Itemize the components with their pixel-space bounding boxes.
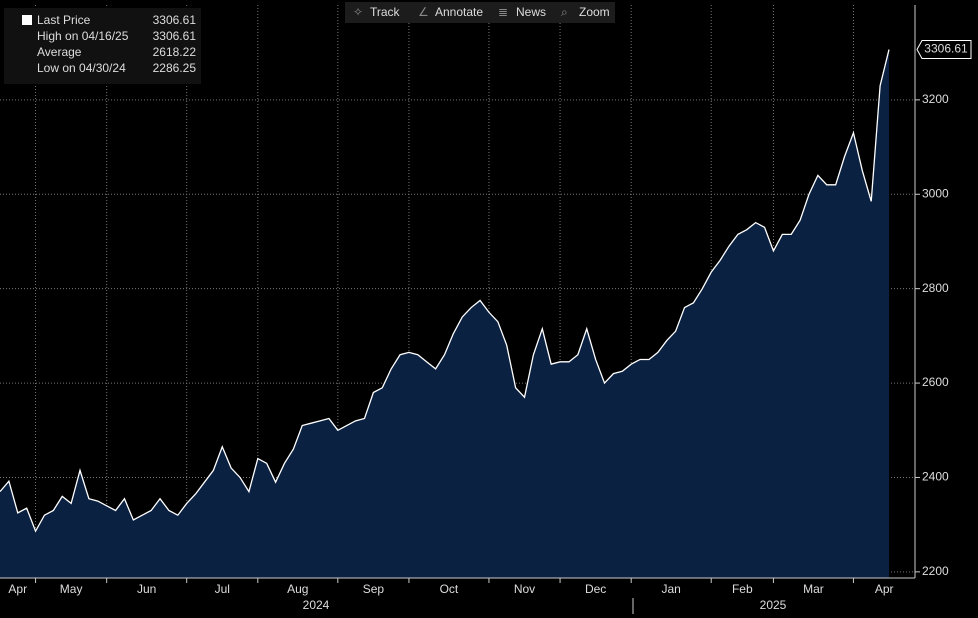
year-label: 2024 bbox=[303, 598, 330, 612]
toolbar bbox=[345, 2, 615, 23]
price-tag bbox=[916, 40, 972, 60]
legend-value: 3306.61 bbox=[153, 29, 197, 43]
x-tick-label: Nov bbox=[514, 582, 535, 596]
x-tick-label: Jun bbox=[137, 582, 156, 596]
legend-label: High on 04/16/25 bbox=[37, 29, 129, 43]
y-tick-label: 3000 bbox=[922, 186, 949, 200]
icon: ⌕ bbox=[561, 5, 568, 19]
legend-value: 3306.61 bbox=[153, 13, 197, 27]
y-tick-label: 2600 bbox=[922, 375, 949, 389]
legend-value: 2286.25 bbox=[153, 61, 197, 75]
x-tick-label: Mar bbox=[803, 582, 824, 596]
legend-value: 2618.22 bbox=[153, 45, 197, 59]
y-tick-label: 3200 bbox=[922, 92, 949, 106]
y-tick-label: 2800 bbox=[922, 281, 949, 295]
legend-label: Low on 04/30/24 bbox=[37, 61, 126, 75]
legend-swatch bbox=[22, 15, 32, 25]
year-label: 2025 bbox=[760, 598, 787, 612]
y-tick-label: 2400 bbox=[922, 470, 949, 484]
x-tick-label: Jan bbox=[662, 582, 681, 596]
x-tick-label: Dec bbox=[585, 582, 606, 596]
price-tag-label: 3306.61 bbox=[924, 42, 968, 56]
x-tick-label: Feb bbox=[732, 582, 753, 596]
toolbar-button[interactable]: Track bbox=[370, 5, 401, 19]
icon: ∠ bbox=[418, 5, 429, 19]
toolbar-button[interactable]: Zoom bbox=[579, 5, 610, 19]
legend-label: Average bbox=[37, 45, 82, 59]
toolbar-button[interactable]: News bbox=[516, 5, 546, 19]
icon: ✧ bbox=[353, 5, 363, 19]
x-tick-label: Aug bbox=[287, 582, 308, 596]
price-line bbox=[0, 49, 890, 533]
x-tick-label: Oct bbox=[440, 582, 459, 596]
y-tick-label: 2200 bbox=[922, 564, 949, 578]
x-tick-label: Apr bbox=[875, 582, 894, 596]
toolbar-button[interactable]: Annotate bbox=[435, 5, 483, 19]
plot bbox=[0, 5, 915, 579]
legend-label: Last Price bbox=[37, 13, 91, 27]
x-tick-label: Sep bbox=[363, 582, 385, 596]
x-tick-label: May bbox=[60, 582, 83, 596]
legend-box bbox=[4, 8, 201, 84]
x-tick-label: Apr bbox=[8, 582, 27, 596]
icon: ≣ bbox=[498, 5, 508, 19]
x-tick-label: Jul bbox=[215, 582, 230, 596]
area-fill bbox=[0, 49, 889, 579]
